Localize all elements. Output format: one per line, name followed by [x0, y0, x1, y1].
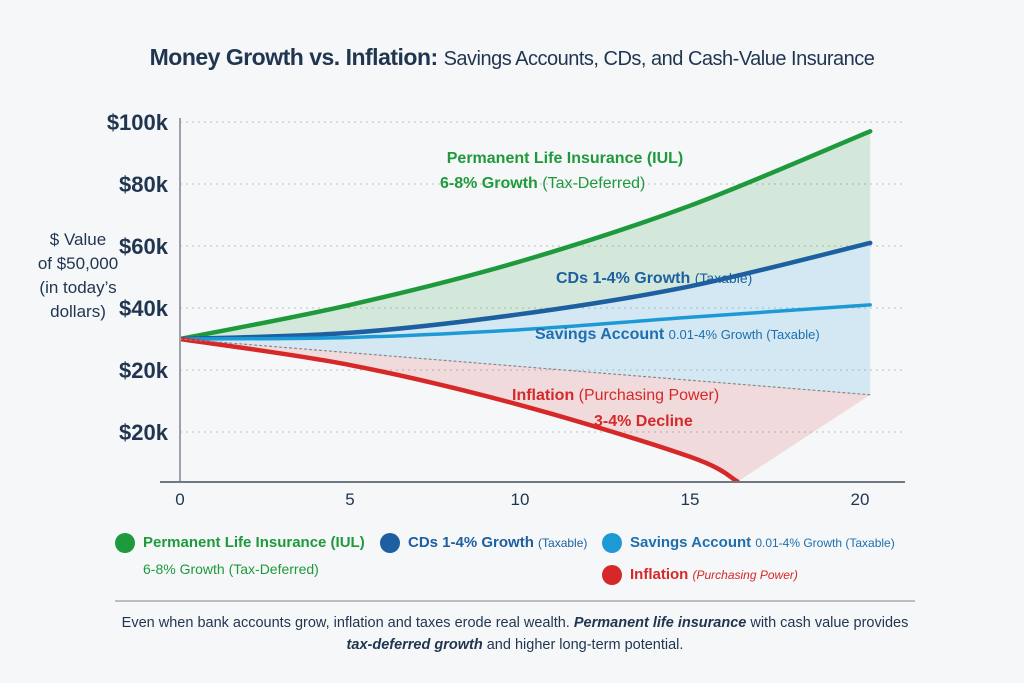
series-line-sav [180, 303, 872, 341]
y-tick-label: $100k [107, 110, 169, 135]
ylabel-line: $ Value [49, 230, 107, 249]
annotation-inf: Inflation (Purchasing Power) [512, 387, 719, 404]
footer-part: with cash value provides [746, 615, 909, 631]
legend-small: (Purchasing Power) [692, 567, 798, 582]
x-tick-label: 15 [681, 490, 700, 509]
divider [115, 600, 915, 602]
annotation-iul: Permanent Life Insurance (IUL) [447, 150, 684, 167]
annotation-inf-sub: 3-4% Decline [594, 413, 693, 430]
legend-label: Inflation [630, 565, 689, 583]
series-line-iul [180, 129, 873, 342]
series-line-real [180, 338, 871, 396]
legend-iul: Permanent Life Insurance (IUL) 6-8% Grow… [115, 533, 365, 577]
legend-small: (Taxable) [538, 535, 588, 550]
area-iul [180, 131, 871, 339]
legend-sav: Savings Account 0.01-4% Growth (Taxable) [602, 533, 895, 553]
footer-bold: tax-deferred growth [346, 637, 483, 653]
series-line-inf [180, 336, 740, 482]
legend-small: 0.01-4% Growth (Taxable) [755, 535, 895, 550]
ylabel-line: of $50,000 [37, 254, 119, 273]
legend-label: Savings Account [630, 533, 752, 551]
legend-dot-icon [602, 533, 622, 553]
footer-part: and higher long-term potential. [482, 637, 684, 653]
annotation-iul-sub: 6-8% Growth (Tax-Deferred) [440, 175, 645, 192]
annotation-sav: Savings Account 0.01-4% Growth (Taxable) [535, 326, 820, 343]
x-tick-label: 5 [345, 490, 354, 509]
chart-title: Money Growth vs. Inflation: Savings Acco… [0, 44, 1024, 71]
title-sub: Savings Accounts, CDs, and Cash-Value In… [443, 48, 875, 70]
y-tick-label: $40k [119, 296, 169, 321]
x-tick-label: 10 [511, 490, 530, 509]
ylabel-line: dollars) [50, 302, 106, 321]
area-inflation [180, 339, 871, 482]
legend-inf: Inflation (Purchasing Power) [602, 565, 798, 585]
legend-cds: CDs 1-4% Growth (Taxable) [380, 533, 587, 553]
x-tick-label: 0 [175, 490, 184, 509]
legend-dot-icon [602, 565, 622, 585]
footer-text: Even when bank accounts grow, inflation … [110, 612, 920, 656]
legend-sub: 6-8% Growth (Tax-Deferred) [143, 561, 319, 577]
y-tick-label: $20k [119, 420, 169, 445]
y-tick-label: $20k [119, 358, 169, 383]
footer-bold: Permanent life insurance [573, 615, 747, 631]
legend-label: CDs 1-4% Growth [408, 533, 534, 551]
legend-label: Permanent Life Insurance (IUL) [143, 533, 365, 551]
ylabel-line: (in today’s [39, 278, 117, 297]
series-line-cds [180, 240, 873, 342]
y-tick-label: $60k [119, 234, 169, 259]
legend-dot-icon [380, 533, 400, 553]
x-tick-label: 20 [851, 490, 870, 509]
annotation-cds: CDs 1-4% Growth (Taxable) [556, 270, 752, 287]
title-main: Money Growth vs. Inflation: [149, 44, 439, 70]
y-axis-label: $ Value of $50,000 (in today’s dollars) [28, 228, 128, 324]
area-bank [180, 242, 871, 395]
y-tick-label: $80k [119, 172, 169, 197]
footer-part: Even when bank accounts grow, inflation … [121, 615, 574, 631]
legend-dot-icon [115, 533, 135, 553]
